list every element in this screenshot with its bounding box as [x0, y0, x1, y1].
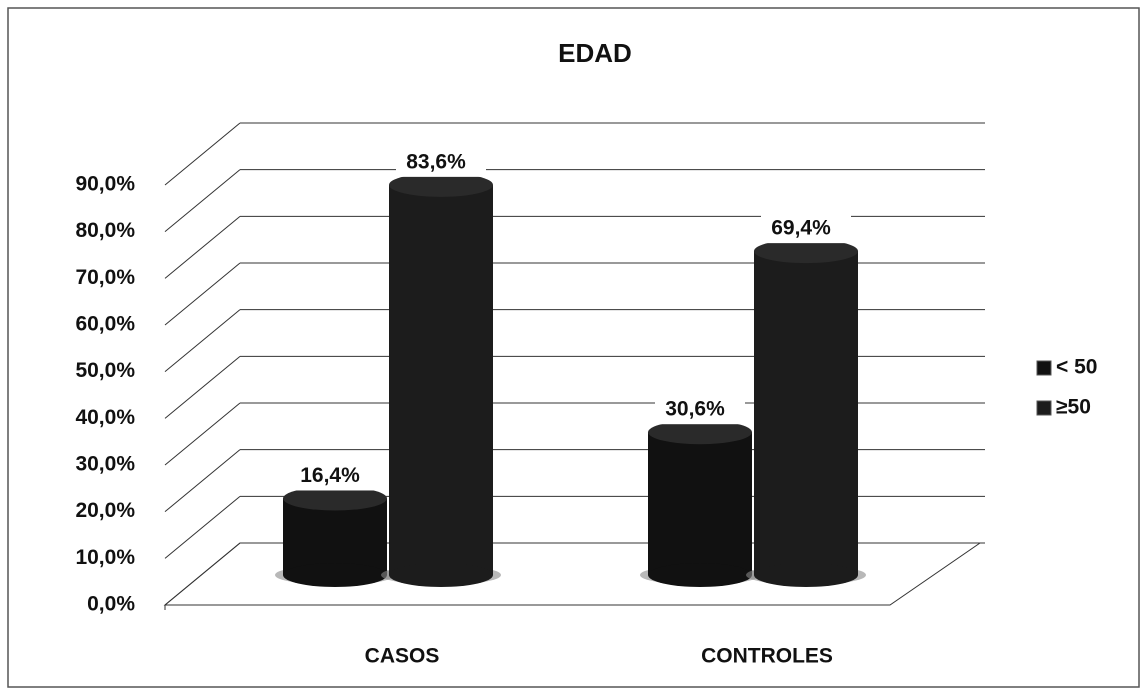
bar-top — [389, 172, 493, 197]
frame — [7, 7, 1140, 688]
y-tick-label: 60,0% — [75, 313, 135, 336]
value-label: 30,6% — [665, 398, 725, 421]
y-tick-label: 90,0% — [75, 173, 135, 196]
grid-line — [164, 495, 241, 559]
bar-top — [648, 420, 752, 445]
grid-line — [164, 355, 241, 419]
y-tick-label: 50,0% — [75, 359, 135, 382]
grid-line — [164, 542, 241, 606]
value-label: 69,4% — [771, 217, 831, 240]
grid-line — [164, 402, 241, 466]
value-label-bg — [655, 396, 745, 425]
bar — [389, 184, 493, 575]
value-label-bg — [396, 148, 486, 177]
y-tick-label: 40,0% — [75, 406, 135, 429]
y-tick-label: 20,0% — [75, 499, 135, 522]
legend-marker — [1036, 400, 1052, 416]
value-label-bg — [761, 215, 851, 244]
y-tick-label: 10,0% — [75, 546, 135, 569]
y-tick-label: 0,0% — [87, 593, 135, 616]
grid-line — [164, 449, 241, 513]
bar-bottom — [283, 563, 387, 587]
grid-line — [164, 169, 241, 233]
bar — [283, 498, 387, 575]
bar-top — [283, 486, 387, 511]
legend-label: ≥50 — [1056, 396, 1091, 419]
bar-top — [754, 239, 858, 264]
x-tick-label: CONTROLES — [701, 645, 833, 668]
y-tick-label: 30,0% — [75, 453, 135, 476]
x-tick-label: CASOS — [365, 645, 440, 668]
chart-title: EDAD — [558, 38, 632, 68]
value-label-bg — [290, 462, 380, 491]
value-label: 83,6% — [406, 150, 466, 173]
value-label: 16,4% — [300, 464, 360, 487]
legend-label: < 50 — [1056, 356, 1097, 379]
grid-line — [164, 262, 241, 326]
grid-line — [164, 122, 241, 186]
legend-marker — [1036, 360, 1052, 376]
grid-line — [164, 215, 241, 279]
bar — [648, 432, 752, 575]
bar-bottom — [389, 563, 493, 587]
y-tick-label: 80,0% — [75, 219, 135, 242]
bar-bottom — [754, 563, 858, 587]
bar-bottom — [648, 563, 752, 587]
grid-line — [164, 309, 241, 373]
bar — [754, 251, 858, 575]
y-tick-label: 70,0% — [75, 266, 135, 289]
